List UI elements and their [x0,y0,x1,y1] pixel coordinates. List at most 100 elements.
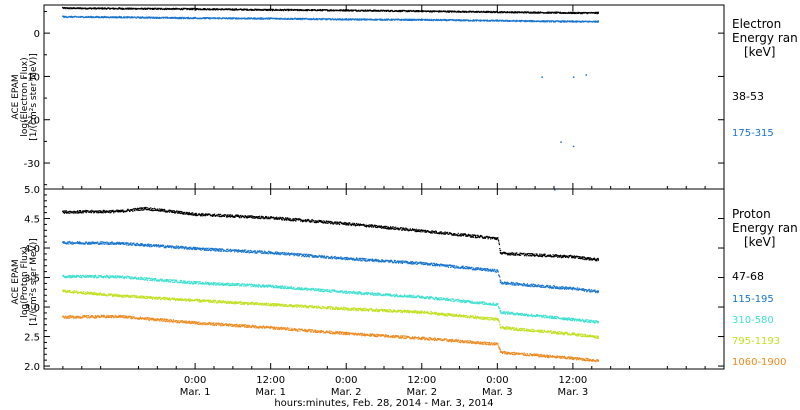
proton-data-point [61,274,64,277]
x-tick-date-label: Mar. 3 [482,387,513,398]
electron-legend-series-2: 175-315 [732,128,774,139]
proton-data-point [345,307,348,310]
proton-legend-series-4: 795-1193 [732,336,780,347]
proton-data-point [61,289,64,292]
proton-data-point [118,275,121,278]
proton-data-point [383,225,385,228]
proton-data-point [420,261,423,264]
proton-data-point [571,332,574,335]
proton-data-point [345,222,348,225]
proton-ylabel-line-3: [1/(cm²s ster MeV)] [29,238,39,325]
proton-data-point [269,303,272,305]
proton-data-point [118,294,121,297]
proton-ytick-label: 2.5 [24,333,40,344]
proton-legend-title-2: Energy ran [732,221,798,235]
proton-data-point [345,290,348,293]
proton-legend: Proton Energy ran [keV] 47-68 115-195 31… [732,207,798,368]
proton-series-115-195 [61,240,599,294]
electron-legend-series-1: 38-53 [732,90,764,103]
proton-data-point [496,303,499,305]
electron-data-point [597,20,599,22]
proton-data-point [118,314,121,317]
proton-data-point [345,257,348,259]
proton-data-point [269,251,272,254]
proton-ytick-label: 5.0 [24,185,40,196]
proton-data-point [420,295,423,298]
proton-data-point [499,251,502,254]
electron-ylabel-line-1: ACE EPAM [11,74,21,119]
electron-data-point [420,18,423,21]
proton-data-point [143,206,146,209]
proton-data-point [499,310,502,313]
electron-data-point [496,19,499,22]
electron-data-point [345,17,348,20]
proton-series-795-1193 [61,289,599,339]
proton-data-point [269,216,272,219]
proton-legend-series-3: 310-580 [732,315,774,326]
proton-data-point [118,241,121,244]
electron-series-trace [62,15,599,23]
proton-data-point [420,229,423,232]
electron-legend-title-1: Electron [732,17,781,31]
x-tick-date-label: Mar. 3 [558,387,589,398]
proton-ylabel-line-2: log(Proton Flux) [20,246,30,317]
proton-series-trace [62,314,599,363]
proton-ytick-label: 3.5 [24,274,40,285]
proton-data-point [496,237,499,239]
proton-data-point [571,255,574,258]
electron-ylabel: ACE EPAM log(Electron Flux) [1/(cm²s ste… [11,53,39,140]
proton-series-1060-1900 [61,314,599,363]
proton-ylabel-line-1: ACE EPAM [11,259,21,304]
proton-data-point [345,332,348,334]
electron-data-point [571,20,574,22]
proton-series-310-580 [61,274,599,324]
electron-legend: Electron Energy ran [keV] 38-53 175-315 [732,17,798,139]
electron-outlier-point [554,189,556,191]
electron-data-point [118,15,121,18]
proton-data-point [194,247,197,249]
proton-ylabel: ACE EPAM log(Proton Flux) [1/(cm²s ster … [11,238,39,325]
proton-data-point [496,342,499,345]
electron-data-point [118,7,121,9]
proton-data-layer [61,206,599,363]
x-tick-time-label: 0:00 [486,375,508,386]
electron-outlier-point [560,141,562,143]
proton-data-point [499,281,502,284]
electron-outlier-point [572,145,575,148]
electron-data-point [61,15,64,18]
proton-legend-title-3: [keV] [744,235,775,249]
x-tick-date-label: Mar. 1 [255,387,286,398]
proton-data-point [420,310,423,313]
x-tick-time-label: 12:00 [256,375,285,386]
electron-outlier-point [541,76,543,78]
electron-y-axis: 0 -10 -20 -30 [24,10,724,186]
electron-data-point [61,6,64,9]
electron-series-trace [62,7,599,15]
proton-data-point [420,336,423,339]
electron-data-layer [61,6,599,191]
electron-data-point [269,17,272,19]
proton-data-point [597,258,599,261]
x-tick-date-label: Mar. 2 [331,387,362,398]
proton-data-point [597,290,599,292]
proton-data-point [118,209,121,212]
proton-ytick-label: 2.0 [24,362,40,373]
electron-ylabel-line-2: log(Electron Flux) [20,57,30,136]
proton-data-point [269,284,272,287]
proton-panel: 2.0 2.5 3.0 3.5 4.0 4.5 5.0 ACE EPAM log(Proto… [11,185,798,373]
proton-data-point [194,321,197,324]
proton-data-point [496,269,499,272]
electron-ytick-label: 0 [34,29,40,40]
proton-ytick-label: 4.5 [24,215,40,226]
proton-legend-series-5: 1060-1900 [732,357,787,368]
electron-data-point [194,16,197,19]
proton-data-point [269,326,272,328]
electron-ytick-label: -30 [24,159,40,170]
proton-data-point [496,317,499,320]
x-tick-time-label: 12:00 [558,375,587,386]
electron-ytick-label: -10 [24,72,40,83]
x-axis-label: hours:minutes, Feb. 28, 2014 - Mar. 3, 2… [274,398,493,409]
x-tick-time-label: 12:00 [407,375,436,386]
proton-series-trace [62,289,599,339]
